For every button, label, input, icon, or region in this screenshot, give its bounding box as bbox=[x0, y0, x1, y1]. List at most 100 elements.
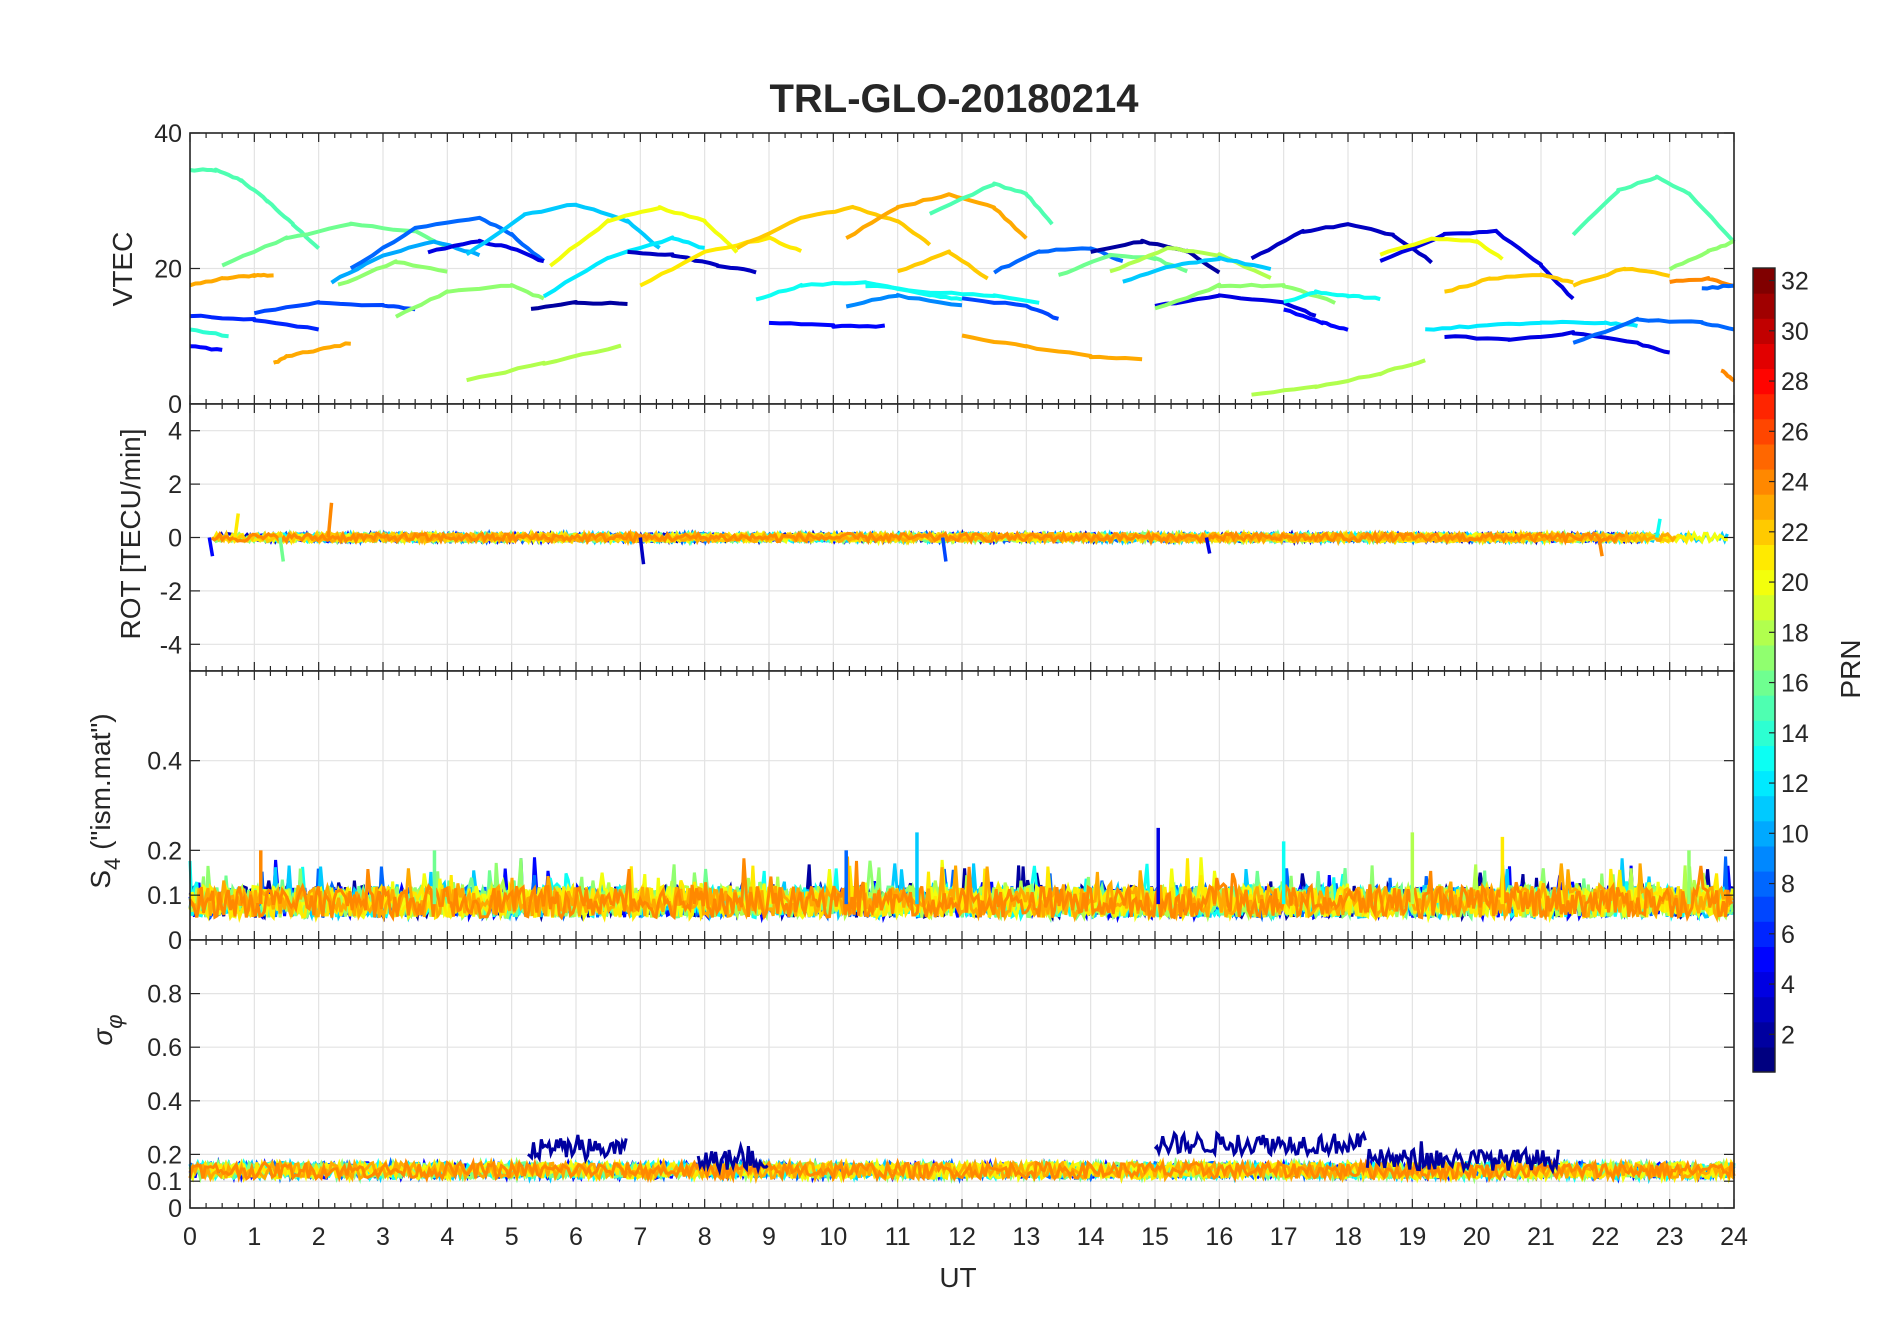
colorbar-band bbox=[1753, 896, 1775, 922]
colorbar-band bbox=[1753, 921, 1775, 947]
track-prn-7 bbox=[961, 296, 1059, 321]
x-tick-label: 12 bbox=[948, 1223, 976, 1251]
y-tick-label: -2 bbox=[160, 578, 182, 606]
x-tick-label: 24 bbox=[1720, 1223, 1748, 1251]
colorbar-band bbox=[1753, 996, 1775, 1023]
y-tick-label: 2 bbox=[168, 471, 182, 499]
track-prn-16 bbox=[221, 221, 449, 268]
track-prn-22 bbox=[897, 249, 989, 281]
y-tick-label: 0.6 bbox=[147, 1034, 182, 1062]
y-tick-label: 0.4 bbox=[147, 1088, 182, 1116]
colorbar-tick-label: 28 bbox=[1781, 368, 1809, 396]
colorbar-band bbox=[1753, 619, 1775, 646]
s4-prn-24 bbox=[188, 858, 1734, 922]
rot-spike bbox=[1655, 518, 1662, 538]
colorbar-band bbox=[1753, 393, 1775, 420]
track-prn-23 bbox=[272, 341, 351, 365]
series-group bbox=[189, 167, 1736, 397]
y-tick-label: 40 bbox=[154, 120, 182, 148]
track-prn-8 bbox=[1572, 316, 1735, 345]
track-prn-12 bbox=[1425, 319, 1638, 332]
colorbar-band bbox=[1753, 443, 1775, 470]
colorbar-tick-label: 4 bbox=[1781, 971, 1795, 999]
colorbar-band bbox=[1753, 544, 1775, 571]
colorbar-band bbox=[1753, 644, 1775, 671]
track-prn-2 bbox=[530, 300, 628, 311]
track-prn-9 bbox=[845, 293, 963, 309]
track-prn-20 bbox=[1379, 236, 1504, 261]
panel-sigma-phi: 00.10.2 0.4 0.6 0.8 bbox=[147, 939, 1736, 1223]
x-tick-label: 22 bbox=[1591, 1223, 1619, 1251]
colorbar-tick-label: 6 bbox=[1781, 921, 1795, 949]
colorbar-tick-label: 2 bbox=[1781, 1021, 1795, 1049]
track-prn-18 bbox=[1109, 245, 1272, 280]
colorbar-band bbox=[1753, 594, 1775, 621]
y-tick-label: 0.1 bbox=[147, 1168, 182, 1196]
track-prn-4 bbox=[1379, 228, 1575, 301]
rot-prn-24 bbox=[210, 529, 1626, 547]
rot-spike bbox=[638, 537, 646, 565]
colorbar-tick-label: 20 bbox=[1781, 569, 1809, 597]
ylabel-sigma-phi: σφ bbox=[87, 1014, 127, 1045]
colorbar-tick-label: 16 bbox=[1781, 670, 1809, 698]
track-prn-15 bbox=[189, 167, 321, 250]
rot-spike bbox=[1597, 537, 1604, 557]
track-prn-24 bbox=[1720, 368, 1736, 383]
x-tick-label: 4 bbox=[440, 1223, 454, 1251]
x-tick-label: 17 bbox=[1270, 1223, 1298, 1251]
rot-spike bbox=[278, 537, 286, 562]
ylabel-vtec: VTEC bbox=[107, 232, 138, 307]
x-tick-label: 3 bbox=[376, 1223, 390, 1251]
colorbar-band bbox=[1753, 695, 1775, 721]
sigma-elevated-prn-2 bbox=[527, 1134, 628, 1165]
ylabel-rot: ROT [TECU/min] bbox=[115, 428, 146, 639]
sigma-elevated-prn-2 bbox=[1365, 1141, 1560, 1175]
colorbar-label: PRN bbox=[1835, 639, 1866, 698]
panel-vtec: 0 20 40 bbox=[154, 120, 1736, 419]
track-prn-17 bbox=[394, 283, 545, 319]
colorbar-band bbox=[1753, 670, 1775, 696]
colorbar-band bbox=[1753, 418, 1775, 445]
track-prn-16 bbox=[1057, 252, 1188, 277]
colorbar-tick-label: 14 bbox=[1781, 720, 1809, 748]
track-prn-23 bbox=[189, 272, 274, 288]
s4-prn-21 bbox=[188, 858, 1734, 924]
colorbar-band bbox=[1753, 745, 1775, 772]
x-tick-label: 23 bbox=[1656, 1223, 1684, 1251]
x-tick-label: 10 bbox=[819, 1223, 847, 1251]
colorbar-band bbox=[1753, 469, 1775, 495]
colorbar-tick-label: 18 bbox=[1781, 619, 1809, 647]
track-prn-6 bbox=[189, 313, 320, 332]
colorbar-band bbox=[1753, 343, 1775, 370]
y-tick-label: 0.2 bbox=[147, 837, 182, 865]
colorbar-tick-label: 8 bbox=[1781, 871, 1795, 899]
x-tick-label: 18 bbox=[1334, 1223, 1362, 1251]
x-tick-label: 13 bbox=[1012, 1223, 1040, 1251]
track-prn-18 bbox=[1251, 358, 1426, 397]
rot-spike bbox=[233, 513, 240, 538]
track-prn-7 bbox=[253, 300, 416, 316]
y-tick-label: 20 bbox=[154, 256, 182, 284]
colorbar-frame bbox=[1752, 267, 1776, 1073]
track-prn-22 bbox=[735, 204, 932, 251]
panel-s4: 0 0.1 0.2 0.4 bbox=[147, 670, 1735, 955]
track-prn-13 bbox=[755, 280, 963, 302]
track-prn-3 bbox=[1250, 222, 1433, 265]
track-prn-22 bbox=[1572, 266, 1671, 288]
rot-spike bbox=[207, 537, 215, 557]
x-tick-label: 14 bbox=[1077, 1223, 1105, 1251]
track-prn-22 bbox=[1444, 272, 1574, 294]
colorbar-band bbox=[1753, 770, 1775, 797]
y-tick-label: -4 bbox=[160, 631, 182, 659]
x-tick-label: 6 bbox=[569, 1223, 583, 1251]
y-tick-label: 4 bbox=[168, 418, 182, 446]
colorbar-band bbox=[1753, 795, 1775, 822]
colorbar-band bbox=[1753, 519, 1775, 545]
track-prn-17 bbox=[1668, 239, 1735, 272]
colorbar-band bbox=[1753, 318, 1775, 344]
colorbar-band bbox=[1753, 845, 1775, 872]
track-prn-5 bbox=[189, 344, 223, 352]
track-prn-4 bbox=[1154, 293, 1317, 318]
